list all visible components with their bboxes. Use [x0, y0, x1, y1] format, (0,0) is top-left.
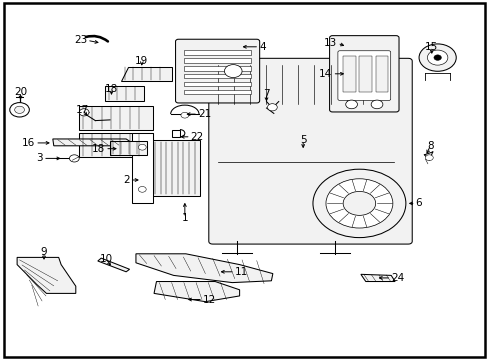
- Bar: [79, 106, 152, 130]
- Circle shape: [267, 104, 277, 111]
- Bar: [184, 90, 250, 94]
- Circle shape: [15, 106, 24, 113]
- Text: 3: 3: [36, 153, 43, 163]
- FancyBboxPatch shape: [329, 36, 398, 112]
- Circle shape: [79, 109, 89, 116]
- Bar: [132, 133, 152, 203]
- Circle shape: [325, 179, 392, 228]
- Circle shape: [370, 100, 382, 109]
- Polygon shape: [360, 274, 394, 282]
- Circle shape: [312, 169, 405, 238]
- Bar: [79, 133, 152, 157]
- Text: 20: 20: [14, 87, 27, 97]
- Text: 6: 6: [415, 198, 422, 208]
- Text: 18: 18: [104, 84, 118, 94]
- Bar: [343, 56, 355, 92]
- Text: 1: 1: [181, 213, 188, 223]
- FancyBboxPatch shape: [208, 58, 411, 244]
- Circle shape: [224, 65, 242, 78]
- Polygon shape: [172, 130, 180, 137]
- Circle shape: [418, 44, 455, 71]
- Bar: [149, 140, 200, 196]
- Text: 5: 5: [299, 135, 306, 145]
- Circle shape: [69, 155, 79, 162]
- Text: 21: 21: [198, 109, 211, 119]
- Polygon shape: [98, 258, 129, 272]
- Circle shape: [425, 155, 432, 161]
- Text: 23: 23: [74, 35, 87, 45]
- Polygon shape: [136, 254, 272, 283]
- Circle shape: [138, 186, 146, 192]
- Text: 9: 9: [41, 247, 47, 257]
- Bar: [375, 56, 387, 92]
- Text: 19: 19: [135, 56, 148, 66]
- Text: 14: 14: [319, 69, 332, 79]
- Text: 7: 7: [263, 89, 269, 99]
- Text: 17: 17: [75, 105, 89, 115]
- Bar: [184, 74, 250, 78]
- Polygon shape: [17, 257, 76, 293]
- Polygon shape: [154, 282, 239, 302]
- Text: 13: 13: [324, 38, 337, 48]
- Circle shape: [433, 55, 441, 60]
- FancyBboxPatch shape: [175, 39, 259, 103]
- Bar: [105, 86, 144, 101]
- Circle shape: [343, 192, 375, 215]
- Text: 2: 2: [122, 175, 129, 185]
- Text: 18: 18: [92, 144, 105, 154]
- Bar: [184, 82, 250, 86]
- Text: 16: 16: [22, 138, 35, 148]
- Circle shape: [345, 100, 357, 109]
- Circle shape: [10, 103, 29, 117]
- Bar: [110, 141, 146, 155]
- Text: 24: 24: [390, 273, 404, 283]
- FancyBboxPatch shape: [337, 51, 390, 100]
- Text: 15: 15: [424, 42, 438, 52]
- Bar: [359, 56, 371, 92]
- Circle shape: [181, 112, 188, 118]
- Text: 11: 11: [234, 267, 247, 277]
- Circle shape: [138, 144, 146, 150]
- Bar: [184, 66, 250, 71]
- Text: 12: 12: [203, 294, 216, 305]
- Text: 10: 10: [100, 254, 113, 264]
- Text: 4: 4: [259, 42, 265, 52]
- Text: 8: 8: [426, 141, 433, 151]
- Polygon shape: [53, 139, 131, 146]
- Polygon shape: [121, 67, 172, 81]
- Bar: [184, 50, 250, 55]
- Bar: [184, 58, 250, 63]
- Text: 22: 22: [190, 132, 203, 142]
- Circle shape: [427, 50, 447, 65]
